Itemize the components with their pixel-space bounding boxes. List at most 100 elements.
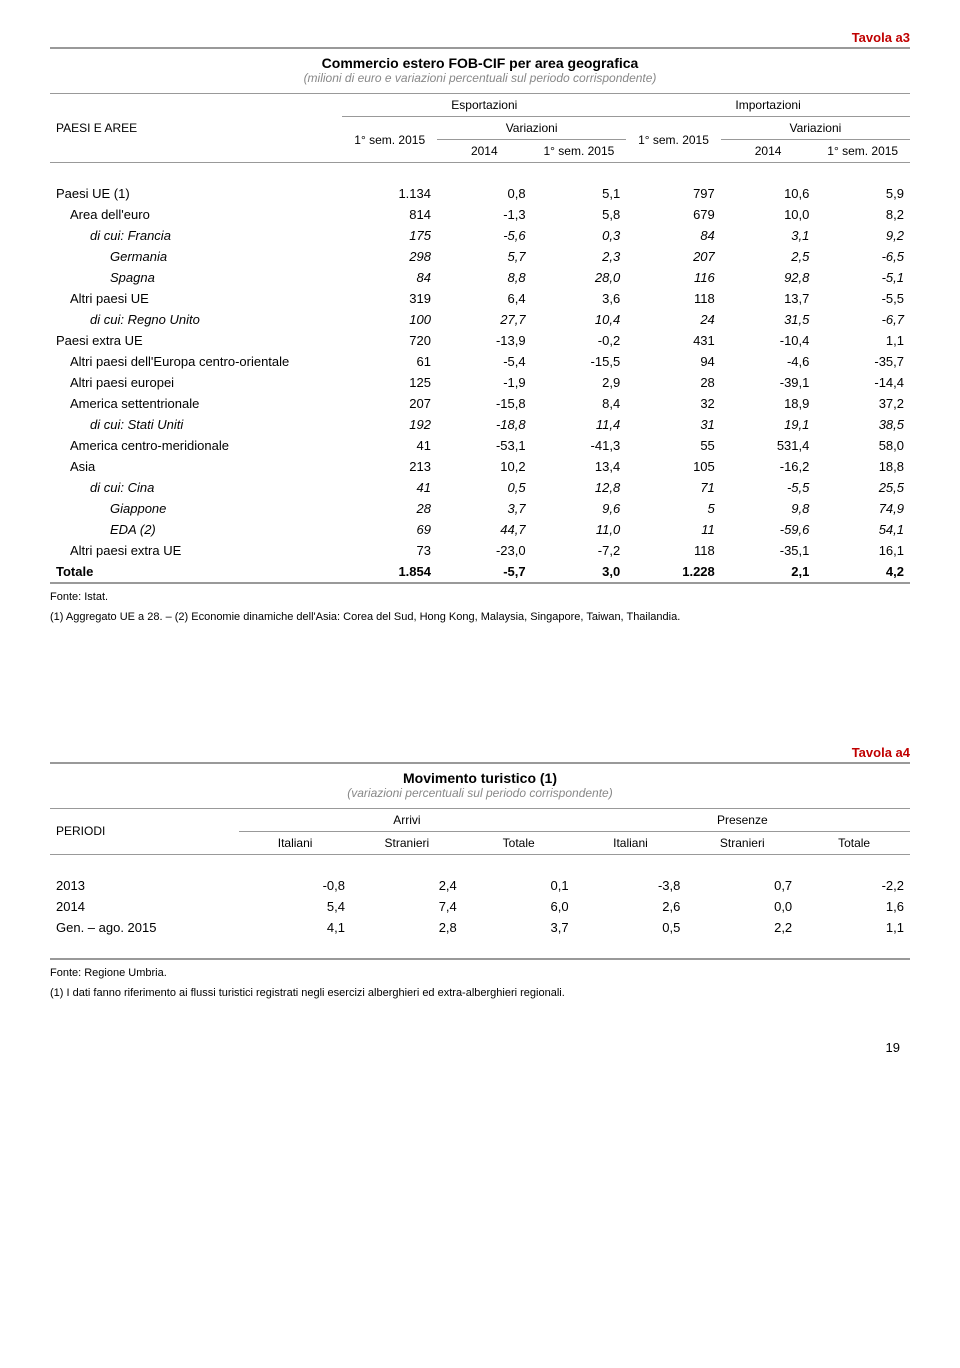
row-label: 2013 xyxy=(50,875,239,896)
cell: 5,9 xyxy=(815,183,910,204)
cell: -35,1 xyxy=(721,540,816,561)
cell: 10,0 xyxy=(721,204,816,225)
table-row: Altri paesi extra UE73-23,0-7,2118-35,11… xyxy=(50,540,910,561)
row-label: di cui: Stati Uniti xyxy=(50,414,342,435)
cell: 814 xyxy=(342,204,437,225)
cell: 28 xyxy=(342,498,437,519)
cell: 11 xyxy=(626,519,721,540)
cell: -2,2 xyxy=(798,875,910,896)
cell: 2,8 xyxy=(351,917,463,938)
cell: 118 xyxy=(626,288,721,309)
table-row: Giappone283,79,659,874,9 xyxy=(50,498,910,519)
row-label: Altri paesi dell'Europa centro-orientale xyxy=(50,351,342,372)
cell: -6,5 xyxy=(815,246,910,267)
cell: 100 xyxy=(342,309,437,330)
cell: 28,0 xyxy=(532,267,627,288)
cell: 679 xyxy=(626,204,721,225)
cell: -5,6 xyxy=(437,225,532,246)
cell: -5,5 xyxy=(815,288,910,309)
cell: 4,1 xyxy=(239,917,351,938)
cell: 9,2 xyxy=(815,225,910,246)
cell: 720 xyxy=(342,330,437,351)
table-row: Altri paesi europei125-1,92,928-39,1-14,… xyxy=(50,372,910,393)
cell: 92,8 xyxy=(721,267,816,288)
row-label: Altri paesi UE xyxy=(50,288,342,309)
table-a4-footnote-notes: (1) I dati fanno riferimento ai flussi t… xyxy=(50,986,910,1000)
cell: 69 xyxy=(342,519,437,540)
table-row: di cui: Cina410,512,871-5,525,5 xyxy=(50,477,910,498)
cell: 27,7 xyxy=(437,309,532,330)
row-label: Germania xyxy=(50,246,342,267)
cell: 0,5 xyxy=(575,917,687,938)
cell: 1,6 xyxy=(798,896,910,917)
cell: 32 xyxy=(626,393,721,414)
cell: 2,5 xyxy=(721,246,816,267)
cell: 9,6 xyxy=(532,498,627,519)
col-import-sem2: 1° sem. 2015 xyxy=(815,140,910,163)
cell: 18,8 xyxy=(815,456,910,477)
col-export-sem2: 1° sem. 2015 xyxy=(532,140,627,163)
table-a4-title: Movimento turistico (1) xyxy=(50,764,910,786)
cell: 84 xyxy=(342,267,437,288)
row-label: di cui: Cina xyxy=(50,477,342,498)
row-label: Paesi extra UE xyxy=(50,330,342,351)
table-row: Area dell'euro814-1,35,867910,08,2 xyxy=(50,204,910,225)
col-export-2014: 2014 xyxy=(437,140,532,163)
table-a4-grid: PERIODI Arrivi Presenze Italiani Stranie… xyxy=(50,808,910,958)
col-pres-ita: Italiani xyxy=(575,831,687,854)
table-row: America settentrionale207-15,88,43218,93… xyxy=(50,393,910,414)
col-group-import: Importazioni xyxy=(626,94,910,117)
cell: 10,4 xyxy=(532,309,627,330)
cell: -35,7 xyxy=(815,351,910,372)
col-header-paesi: PAESI E AREE xyxy=(50,94,342,163)
cell: 431 xyxy=(626,330,721,351)
cell: 105 xyxy=(626,456,721,477)
cell: 9,8 xyxy=(721,498,816,519)
cell: 1.134 xyxy=(342,183,437,204)
cell: 0,1 xyxy=(463,875,575,896)
cell: 2,4 xyxy=(351,875,463,896)
cell: 54,1 xyxy=(815,519,910,540)
cell: 7,4 xyxy=(351,896,463,917)
table-row: 2013-0,82,40,1-3,80,7-2,2 xyxy=(50,875,910,896)
row-label: di cui: Regno Unito xyxy=(50,309,342,330)
cell: -4,6 xyxy=(721,351,816,372)
row-label: America centro-meridionale xyxy=(50,435,342,456)
table-a3-subtitle: (milioni di euro e variazioni percentual… xyxy=(50,71,910,93)
cell: 5,1 xyxy=(532,183,627,204)
table-row: di cui: Regno Unito10027,710,42431,5-6,7 xyxy=(50,309,910,330)
cell: 10,6 xyxy=(721,183,816,204)
table-a3: Commercio estero FOB-CIF per area geogra… xyxy=(50,47,910,584)
cell: -5,4 xyxy=(437,351,532,372)
col-arrivi-tot: Totale xyxy=(463,831,575,854)
cell: 10,2 xyxy=(437,456,532,477)
table-a4-subtitle: (variazioni percentuali sul periodo corr… xyxy=(50,786,910,808)
cell: 118 xyxy=(626,540,721,561)
table-row: EDA (2)6944,711,011-59,654,1 xyxy=(50,519,910,540)
cell: 31 xyxy=(626,414,721,435)
cell: -5,5 xyxy=(721,477,816,498)
cell: -14,4 xyxy=(815,372,910,393)
cell: 5 xyxy=(626,498,721,519)
row-label: America settentrionale xyxy=(50,393,342,414)
row-label: Paesi UE (1) xyxy=(50,183,342,204)
cell: -0,2 xyxy=(532,330,627,351)
col-group-export: Esportazioni xyxy=(342,94,626,117)
table-row: Paesi UE (1)1.1340,85,179710,65,9 xyxy=(50,183,910,204)
row-label: Altri paesi europei xyxy=(50,372,342,393)
col-group-arrivi: Arrivi xyxy=(239,808,574,831)
table-a3-label: Tavola a3 xyxy=(50,30,910,45)
cell: 19,1 xyxy=(721,414,816,435)
col-import-var: Variazioni xyxy=(721,117,910,140)
cell: -0,8 xyxy=(239,875,351,896)
cell: 4,2 xyxy=(815,561,910,582)
cell: 74,9 xyxy=(815,498,910,519)
cell: 18,9 xyxy=(721,393,816,414)
cell: 0,8 xyxy=(437,183,532,204)
cell: 11,0 xyxy=(532,519,627,540)
cell: 3,0 xyxy=(532,561,627,582)
row-label: EDA (2) xyxy=(50,519,342,540)
cell: 94 xyxy=(626,351,721,372)
cell: 175 xyxy=(342,225,437,246)
cell: 3,7 xyxy=(463,917,575,938)
